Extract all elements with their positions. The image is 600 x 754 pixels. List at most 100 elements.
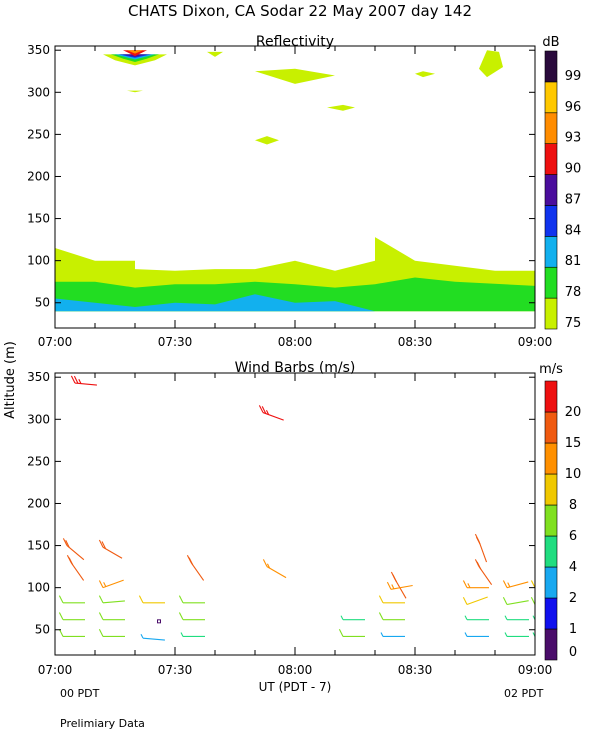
right-time-label: 02 PDT <box>504 687 544 700</box>
wind-barb-feather <box>476 561 482 570</box>
wind-barb <box>138 595 165 604</box>
y-tick-label: 350 <box>27 43 50 57</box>
wind-barb <box>474 559 493 585</box>
colorbar-swatch <box>544 411 558 444</box>
wind-barb-feather <box>504 615 508 620</box>
wind-barb <box>390 571 407 599</box>
wind-barb-shaft <box>262 412 284 421</box>
wind-barb-feather <box>262 559 268 567</box>
colorbar-label: 10 <box>565 467 582 482</box>
y-tick-label: 200 <box>27 496 50 510</box>
colorbar-label: 75 <box>565 316 582 331</box>
left-time-label: 00 PDT <box>60 687 100 700</box>
y-tick-label: 150 <box>27 539 50 553</box>
wind-barb-feather <box>68 557 74 566</box>
wind-barb-feather <box>462 597 468 605</box>
colorbar-label: 93 <box>565 131 582 146</box>
colorbar-swatch <box>544 143 558 175</box>
colorbar-swatch <box>544 50 558 83</box>
wind-barb <box>502 580 529 589</box>
wind-barb <box>530 580 535 588</box>
x-tick-label: 07:30 <box>158 663 193 677</box>
wind-barb <box>58 629 85 638</box>
colorbar-label: 2 <box>569 591 577 606</box>
wind-barb-shaft <box>266 566 287 579</box>
y-tick-label: 200 <box>27 169 50 183</box>
colorbar-swatch <box>544 380 558 413</box>
wind-barb-feather <box>62 538 68 546</box>
wind-barb-shaft <box>190 562 205 581</box>
wind-barb <box>462 596 488 606</box>
wind-barb-feather <box>180 632 184 637</box>
panel-title: Reflectivity <box>256 34 334 50</box>
y-tick-label: 300 <box>27 85 50 99</box>
wind-barb-feather <box>378 595 384 604</box>
wind-barb <box>58 612 85 621</box>
colorbar-swatch <box>544 205 558 237</box>
x-tick-label: 09:00 <box>518 663 553 677</box>
wind-barb-feather <box>98 539 104 548</box>
colorbar-label: 20 <box>565 405 582 420</box>
reflectivity-contour-75 <box>207 51 223 57</box>
wind-barb <box>504 632 529 638</box>
x-tick-label: 09:00 <box>518 335 553 349</box>
wind-barb <box>378 612 405 621</box>
wind-barb-shaft <box>478 566 493 585</box>
wind-barb-shaft <box>102 579 124 589</box>
wind-barb-feather <box>392 574 397 583</box>
plot-area <box>55 50 535 312</box>
wind-barb-feather <box>475 536 481 545</box>
colorbar-swatch <box>544 236 558 268</box>
wind-barb-shaft <box>70 562 85 581</box>
colorbar-swatch <box>544 112 558 144</box>
colorbar-label: 78 <box>565 285 582 300</box>
wind-barb <box>258 405 284 421</box>
y-tick-label: 100 <box>27 254 50 268</box>
wind-barb-feather <box>98 612 104 620</box>
wind-barb-feather <box>261 406 267 414</box>
wind-barb-feather <box>464 615 468 620</box>
colorbar-swatch <box>544 504 558 537</box>
wind-barb-feather <box>340 615 344 620</box>
wind-barb-feather <box>266 563 271 569</box>
wind-barb-feather <box>98 595 104 604</box>
wind-barb <box>462 580 489 589</box>
reflectivity-contour-93 <box>127 50 143 54</box>
wind-barb-feather <box>258 405 264 413</box>
y-tick-label: 250 <box>27 127 50 141</box>
plot-area <box>58 375 535 641</box>
wind-barb <box>380 632 405 638</box>
wind-barb <box>98 539 123 559</box>
wind-barb-shaft <box>506 581 529 589</box>
wind-barb <box>70 375 97 386</box>
colorbar-label: 84 <box>565 223 582 238</box>
y-tick-label: 250 <box>27 454 50 468</box>
plot-frame <box>54 372 536 656</box>
wind-barb-shaft <box>142 637 165 641</box>
colorbar-swatch <box>544 535 558 568</box>
wind-barb <box>338 629 365 638</box>
x-tick-label: 07:00 <box>38 663 73 677</box>
colorbar-swatch <box>544 628 558 661</box>
wind-barb-feather <box>502 580 508 588</box>
wind-barb-feather <box>65 540 70 548</box>
wind-barb-shaft <box>102 600 125 604</box>
panel-title: Wind Barbs (m/s) <box>235 360 356 376</box>
wind-barb-shaft <box>74 382 97 386</box>
colorbar-label: 15 <box>565 436 582 451</box>
y-tick-label: 350 <box>27 370 50 384</box>
reflectivity-panel: Reflectivity 50 100 150 200 250 300 350 07:00 07:… <box>27 34 581 349</box>
wind-barb-feather <box>380 632 384 637</box>
colorbar-label: 87 <box>565 192 582 207</box>
x-tick-label: 08:00 <box>278 663 313 677</box>
wind-barb-feather <box>507 582 511 588</box>
colorbar-swatch <box>544 266 558 299</box>
wind-barb <box>178 612 205 621</box>
reflectivity-contour-81 <box>55 294 375 312</box>
colorbar-label: 81 <box>565 254 582 269</box>
wind-barb <box>464 632 489 638</box>
wind-barb-feather <box>338 629 344 637</box>
colorbar-label: 6 <box>569 529 577 544</box>
colorbar-label: 90 <box>565 162 582 177</box>
